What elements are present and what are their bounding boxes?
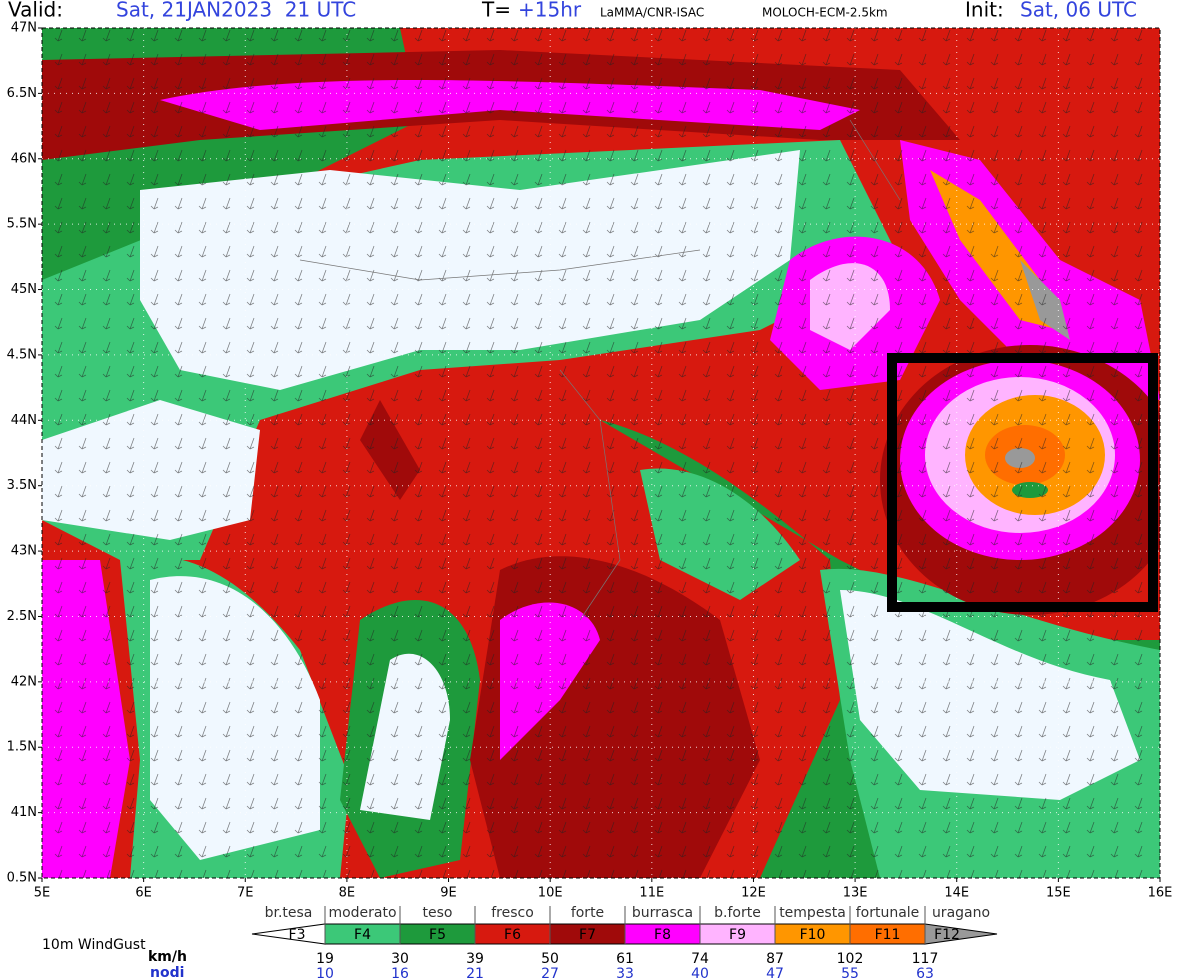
knots-threshold: 40 — [691, 966, 709, 980]
lon-tick-label: 7E — [237, 886, 254, 901]
wind-field — [42, 28, 1160, 878]
lon-tick-label: 15E — [1046, 886, 1071, 901]
lat-tick-label: 1.5N — [7, 740, 37, 755]
knots-threshold: 16 — [391, 966, 409, 980]
lat-tick-label: 0.5N — [7, 871, 37, 886]
lon-tick-label: 12E — [741, 886, 766, 901]
init-label: Init: — [965, 0, 1004, 22]
lat-tick-label: 46N — [11, 151, 37, 166]
legend-class-name: forte — [571, 905, 604, 921]
legend-class-name: uragano — [932, 905, 990, 921]
kmh-threshold: 74 — [691, 951, 709, 967]
valid-label: Valid: — [8, 0, 63, 22]
legend-class-name: br.tesa — [265, 905, 313, 921]
knots-threshold: 47 — [766, 966, 784, 980]
lat-tick-label: 45N — [11, 282, 37, 297]
legend-class-label: F7 — [579, 927, 596, 943]
lat-tick-label: 44N — [11, 413, 37, 428]
valid-time: Sat, 21JAN2023 21 UTC — [116, 0, 356, 22]
init-time: Sat, 06 UTC — [1020, 0, 1137, 22]
lon-tick-label: 6E — [135, 886, 152, 901]
axis-ticks: 47N 6.5N 46N 5.5N 45N 4.5N 44N 3.5N 43N 2.5N 42N 1.… — [7, 21, 1173, 901]
kmh-threshold: 30 — [391, 951, 409, 967]
knots-threshold: 63 — [916, 966, 934, 980]
legend-class-name: burrasca — [632, 905, 693, 921]
lon-tick-label: 9E — [440, 886, 457, 901]
knots-threshold: 21 — [466, 966, 484, 980]
kmh-threshold: 19 — [316, 951, 334, 967]
kmh-threshold: 39 — [466, 951, 484, 967]
graticule — [41, 27, 1161, 879]
lat-tick-label: 3.5N — [7, 478, 37, 493]
institution: LaMMA/CNR-ISAC — [600, 6, 704, 20]
legend-class-name: fresco — [491, 905, 534, 921]
knots-threshold: 27 — [541, 966, 559, 980]
legend-bar: F3 br.tesa F4 moderato F5 teso F6 fresco F7 forte… — [251, 905, 998, 980]
legend-class-label: F8 — [654, 927, 671, 943]
highlight-box — [887, 353, 1158, 612]
legend-class-label: F11 — [875, 927, 901, 943]
knots-threshold: 33 — [616, 966, 634, 980]
legend-class-name: moderato — [328, 905, 396, 921]
lat-tick-label: 47N — [11, 21, 37, 36]
legend-class-label: F4 — [354, 927, 371, 943]
map-frame — [41, 27, 1161, 879]
unit-knots: nodi — [150, 965, 184, 980]
legend-class-name: tempesta — [779, 905, 846, 921]
legend-class-name: teso — [423, 905, 453, 921]
legend-class-label: F12 — [934, 927, 960, 943]
legend-title: 10m WindGust — [42, 937, 146, 953]
legend-class-label: F9 — [729, 927, 746, 943]
lon-tick-label: 16E — [1148, 886, 1173, 901]
lead-label: T= — [481, 0, 511, 22]
lat-tick-label: 6.5N — [7, 86, 37, 101]
model: MOLOCH-ECM-2.5km — [762, 6, 888, 20]
lat-tick-label: 42N — [11, 674, 37, 689]
lat-tick-label: 41N — [11, 805, 37, 820]
kmh-threshold: 102 — [837, 951, 864, 967]
legend-class-label: F6 — [504, 927, 521, 943]
kmh-threshold: 61 — [616, 951, 634, 967]
knots-threshold: 10 — [316, 966, 334, 980]
lat-tick-label: 4.5N — [7, 347, 37, 362]
lon-tick-label: 14E — [944, 886, 969, 901]
kmh-threshold: 117 — [912, 951, 939, 967]
legend-class-label: F10 — [800, 927, 826, 943]
kmh-threshold: 50 — [541, 951, 559, 967]
lon-tick-label: 8E — [339, 886, 356, 901]
legend-class-label: F3 — [289, 927, 306, 943]
legend-class-name: b.forte — [714, 905, 761, 921]
kmh-threshold: 87 — [766, 951, 784, 967]
lon-tick-label: 11E — [639, 886, 664, 901]
lead-time: +15hr — [518, 0, 582, 22]
lat-tick-label: 43N — [11, 544, 37, 559]
lon-tick-label: 13E — [843, 886, 868, 901]
lat-tick-label: 5.5N — [7, 217, 37, 232]
lat-tick-label: 2.5N — [7, 609, 37, 624]
knots-threshold: 55 — [841, 966, 859, 980]
lon-tick-label: 10E — [538, 886, 563, 901]
legend-class-name: fortunale — [856, 905, 920, 921]
lon-tick-label: 5E — [34, 886, 51, 901]
unit-kmh: km/h — [148, 949, 187, 965]
legend-class-label: F5 — [429, 927, 446, 943]
